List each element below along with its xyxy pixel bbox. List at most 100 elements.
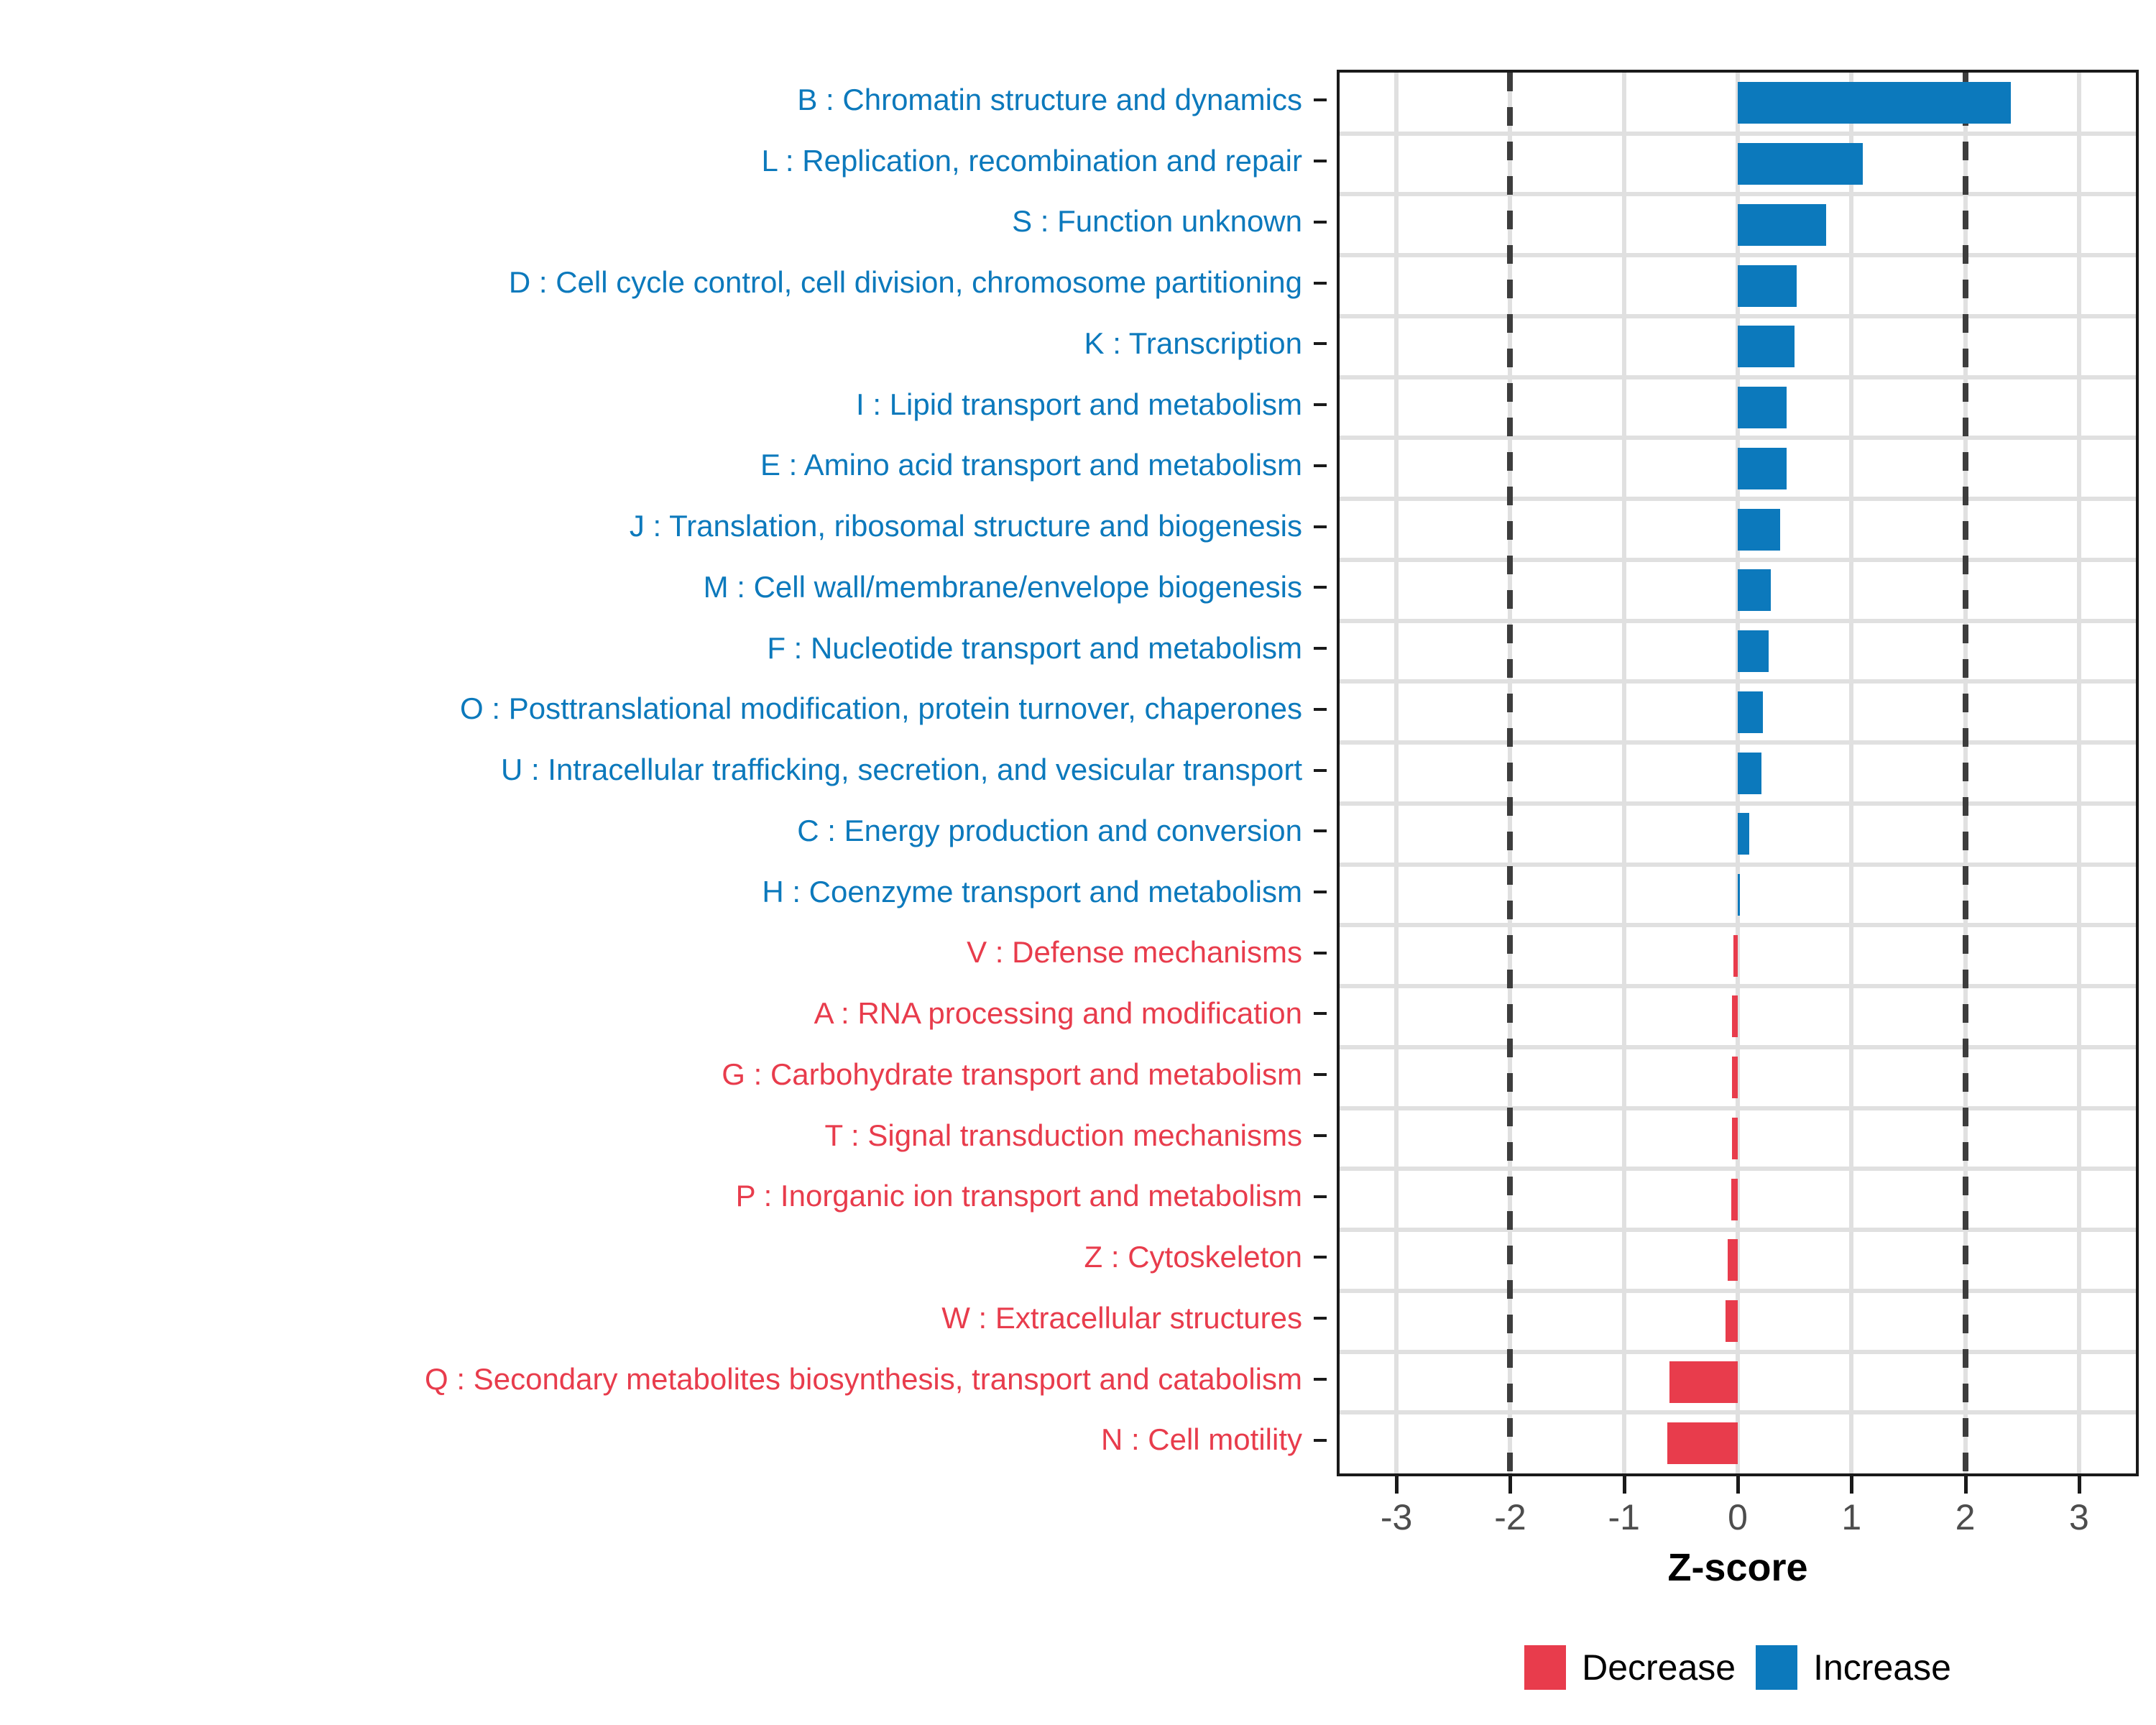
y-axis-label: K : Transcription: [1084, 326, 1302, 360]
y-axis-label: V : Defense mechanisms: [967, 935, 1302, 970]
y-axis-label: L : Replication, recombination and repai…: [761, 143, 1302, 178]
bar: [1738, 387, 1787, 429]
y-axis-label: I : Lipid transport and metabolism: [856, 387, 1302, 421]
y-axis-tick: [1314, 1256, 1327, 1259]
y-axis-tick: [1314, 160, 1327, 163]
bar: [1733, 934, 1738, 977]
y-axis-label: J : Translation, ribosomal structure and…: [629, 509, 1302, 543]
legend-swatch: [1756, 1645, 1798, 1690]
y-axis-tick: [1314, 403, 1327, 407]
bar: [1738, 873, 1741, 916]
y-axis-tick: [1314, 1073, 1327, 1077]
x-axis-tick-label: 1: [1841, 1497, 1862, 1537]
y-axis-tick: [1314, 707, 1327, 711]
bar: [1738, 752, 1762, 794]
y-axis-tick: [1314, 281, 1327, 285]
y-axis-label: C : Energy production and conversion: [797, 813, 1302, 847]
y-axis-label: A : RNA processing and modification: [814, 996, 1302, 1031]
x-axis-tick-label: -2: [1494, 1497, 1526, 1537]
x-axis-tick: [1395, 1476, 1399, 1494]
grid-line-vertical: [1849, 73, 1854, 1473]
bar: [1738, 326, 1795, 368]
x-axis-tick: [1508, 1476, 1513, 1494]
bar: [1738, 203, 1827, 246]
bar: [1738, 569, 1771, 612]
y-axis-label: E : Amino acid transport and metabolism: [760, 448, 1302, 482]
y-axis-tick: [1314, 890, 1327, 893]
y-axis-tick: [1314, 98, 1327, 102]
y-axis-label: O : Posttranslational modification, prot…: [460, 691, 1302, 726]
x-axis-tick-label: 3: [2068, 1497, 2089, 1537]
y-axis-tick: [1314, 1438, 1327, 1442]
bar: [1738, 691, 1763, 733]
grid-line-vertical: [1394, 73, 1399, 1473]
y-axis-tick: [1314, 1195, 1327, 1198]
x-axis-tick: [1963, 1476, 1968, 1494]
x-axis-tick-label: 0: [1728, 1497, 1748, 1537]
bar: [1732, 995, 1738, 1038]
y-axis-tick: [1314, 951, 1327, 954]
y-axis-tick: [1314, 220, 1327, 224]
y-axis-tick: [1314, 586, 1327, 589]
bar: [1727, 1239, 1738, 1282]
bar: [1669, 1361, 1738, 1403]
bar: [1738, 264, 1797, 307]
plot-panel: [1337, 70, 2139, 1476]
y-axis-tick: [1314, 829, 1327, 833]
bar: [1731, 1178, 1738, 1220]
x-axis-title: Z-score: [1667, 1546, 1808, 1589]
bar: [1738, 82, 2011, 124]
legend: Decrease Increase: [1337, 1639, 2139, 1696]
y-axis-label: H : Coenzyme transport and metabolism: [762, 874, 1302, 908]
y-axis-label: W : Extracellular structures: [941, 1300, 1302, 1335]
y-axis-label: P : Inorganic ion transport and metaboli…: [735, 1179, 1302, 1213]
x-axis-tick-label: -1: [1608, 1497, 1640, 1537]
y-axis-label: M : Cell wall/membrane/envelope biogenes…: [703, 569, 1302, 604]
reference-line: [1507, 73, 1514, 1473]
x-axis-tick-labels: -3 -2 -1 0 1 2 3: [1337, 1496, 2139, 1540]
bar: [1738, 447, 1787, 489]
x-axis-tick-label: -3: [1380, 1497, 1413, 1537]
plot-area: [1340, 73, 2136, 1473]
y-axis-label: U : Intracellular trafficking, secretion…: [500, 753, 1302, 787]
y-axis-label: T : Signal transduction mechanisms: [824, 1118, 1302, 1152]
y-axis-tick: [1314, 1377, 1327, 1381]
y-axis-tick: [1314, 525, 1327, 528]
x-axis-tick: [1736, 1476, 1740, 1494]
legend-swatch: [1524, 1645, 1567, 1690]
legend-label: Decrease: [1582, 1647, 1736, 1688]
y-axis-label: Q : Secondary metabolites biosynthesis, …: [425, 1361, 1302, 1396]
grid-line-vertical: [2076, 73, 2081, 1473]
bar: [1738, 508, 1780, 551]
x-axis-tick: [1622, 1476, 1626, 1494]
y-axis-label: D : Cell cycle control, cell division, c…: [508, 265, 1302, 300]
y-axis-label: S : Function unknown: [1012, 204, 1302, 239]
y-axis-tick: [1314, 1012, 1327, 1016]
y-axis-label: Z : Cytoskeleton: [1084, 1240, 1302, 1274]
legend-item[interactable]: Decrease: [1524, 1645, 1736, 1690]
bar: [1667, 1422, 1738, 1464]
bar: [1738, 813, 1749, 855]
legend-item[interactable]: Increase: [1756, 1645, 1951, 1690]
reference-line: [1962, 73, 1968, 1473]
y-axis-tick: [1314, 1133, 1327, 1137]
bar: [1725, 1300, 1738, 1343]
y-axis-label: G : Carbohydrate transport and metabolis…: [722, 1057, 1302, 1091]
y-axis-tick: [1314, 647, 1327, 650]
bar: [1738, 630, 1769, 673]
legend-label: Increase: [1813, 1647, 1951, 1688]
y-axis-tick: [1314, 768, 1327, 772]
x-axis-tick-label: 2: [1955, 1497, 1976, 1537]
y-axis-tick: [1314, 1317, 1327, 1320]
y-axis-tick: [1314, 342, 1327, 346]
y-axis-tick: [1314, 464, 1327, 467]
bar: [1738, 143, 1864, 185]
bar: [1732, 1117, 1738, 1159]
x-axis-tick: [1850, 1476, 1854, 1494]
bar: [1732, 1057, 1738, 1099]
grid-line-vertical: [1621, 73, 1626, 1473]
x-axis-ticks: [1337, 1476, 2139, 1498]
y-axis-labels: B : Chromatin structure and dynamics L : …: [0, 70, 1327, 1476]
y-axis-label: F : Nucleotide transport and metabolism: [767, 630, 1302, 665]
